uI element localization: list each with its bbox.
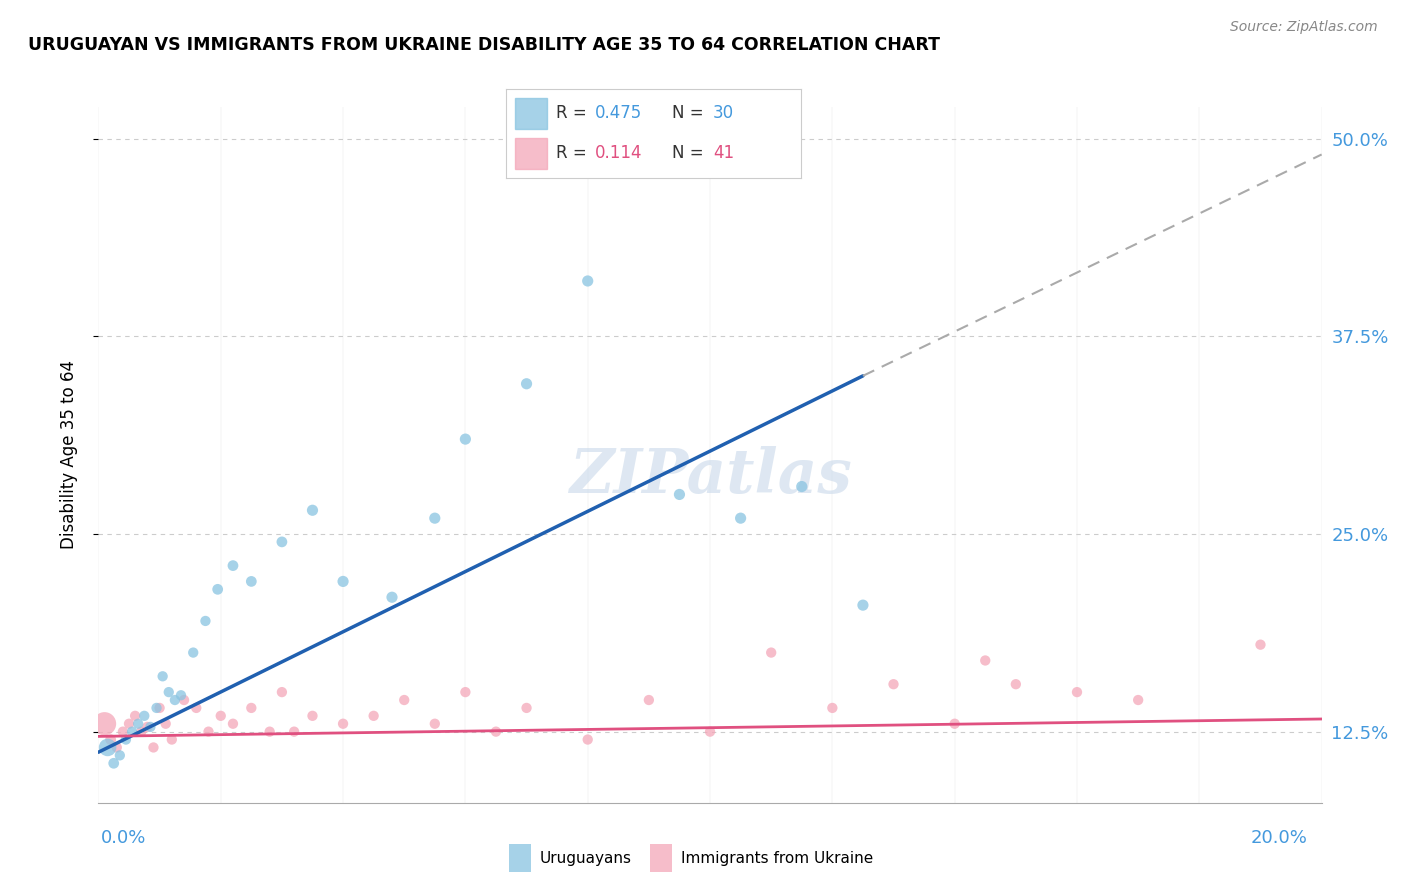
Text: Source: ZipAtlas.com: Source: ZipAtlas.com xyxy=(1230,21,1378,34)
Point xyxy=(576,274,599,288)
Point xyxy=(139,720,162,734)
Point xyxy=(392,693,416,707)
Point xyxy=(454,685,477,699)
Text: 0.475: 0.475 xyxy=(595,104,643,122)
Point xyxy=(270,535,294,549)
Point xyxy=(118,716,141,731)
Point xyxy=(207,582,229,597)
Text: 20.0%: 20.0% xyxy=(1251,829,1308,847)
Bar xyxy=(515,98,547,129)
Point xyxy=(145,701,167,715)
Text: 41: 41 xyxy=(713,145,734,162)
Point xyxy=(576,732,599,747)
Point xyxy=(127,716,149,731)
Point xyxy=(363,708,385,723)
Point xyxy=(943,716,966,731)
Point xyxy=(454,432,477,446)
Point xyxy=(283,724,305,739)
Point xyxy=(222,558,245,573)
Point xyxy=(129,724,152,739)
Point xyxy=(115,732,138,747)
Text: Immigrants from Ukraine: Immigrants from Ukraine xyxy=(681,851,873,865)
Point xyxy=(186,701,208,715)
Point xyxy=(155,716,177,731)
Text: N =: N = xyxy=(672,145,709,162)
Point xyxy=(638,693,661,707)
Text: Uruguayans: Uruguayans xyxy=(540,851,631,865)
Point xyxy=(134,708,156,723)
Text: R =: R = xyxy=(557,104,592,122)
Point xyxy=(136,720,159,734)
Point xyxy=(301,708,323,723)
Point xyxy=(163,693,186,707)
Text: URUGUAYAN VS IMMIGRANTS FROM UKRAINE DISABILITY AGE 35 TO 64 CORRELATION CHART: URUGUAYAN VS IMMIGRANTS FROM UKRAINE DIS… xyxy=(28,36,941,54)
Point xyxy=(222,716,245,731)
Point xyxy=(332,716,354,731)
Point xyxy=(270,685,294,699)
Text: 0.114: 0.114 xyxy=(595,145,643,162)
Text: 30: 30 xyxy=(713,104,734,122)
Point xyxy=(516,376,538,391)
Point xyxy=(170,688,193,702)
Text: N =: N = xyxy=(672,104,709,122)
Point xyxy=(197,724,219,739)
Point xyxy=(97,740,120,755)
Point xyxy=(259,724,281,739)
Point xyxy=(111,724,134,739)
Point xyxy=(160,732,183,747)
Point xyxy=(730,511,752,525)
Point xyxy=(423,716,446,731)
Point xyxy=(152,669,174,683)
Point xyxy=(699,724,721,739)
Point xyxy=(790,479,813,493)
Point xyxy=(194,614,217,628)
Point xyxy=(93,716,115,731)
Point xyxy=(761,646,783,660)
Point xyxy=(1004,677,1026,691)
Point xyxy=(974,653,997,667)
Point xyxy=(423,511,446,525)
Point xyxy=(1250,638,1272,652)
Point xyxy=(105,740,128,755)
Text: 0.0%: 0.0% xyxy=(101,829,146,847)
Point xyxy=(1066,685,1088,699)
Point xyxy=(157,685,180,699)
Point xyxy=(173,693,195,707)
Point xyxy=(821,701,844,715)
Point xyxy=(103,756,125,771)
Point xyxy=(209,708,232,723)
Bar xyxy=(515,138,547,169)
Y-axis label: Disability Age 35 to 64: Disability Age 35 to 64 xyxy=(59,360,77,549)
Point xyxy=(852,598,875,612)
Point xyxy=(240,574,263,589)
Point xyxy=(668,487,690,501)
Point xyxy=(240,701,263,715)
Point xyxy=(121,724,143,739)
Point xyxy=(1128,693,1150,707)
Text: R =: R = xyxy=(557,145,592,162)
Point xyxy=(142,740,165,755)
Point xyxy=(108,748,131,763)
Point xyxy=(883,677,905,691)
Point xyxy=(516,701,538,715)
Point xyxy=(381,591,404,605)
Point xyxy=(301,503,323,517)
Point xyxy=(181,646,204,660)
Point xyxy=(100,732,122,747)
Point xyxy=(124,708,146,723)
Point xyxy=(485,724,508,739)
Text: ZIPatlas: ZIPatlas xyxy=(568,446,852,506)
Point xyxy=(149,701,172,715)
Point xyxy=(332,574,354,589)
